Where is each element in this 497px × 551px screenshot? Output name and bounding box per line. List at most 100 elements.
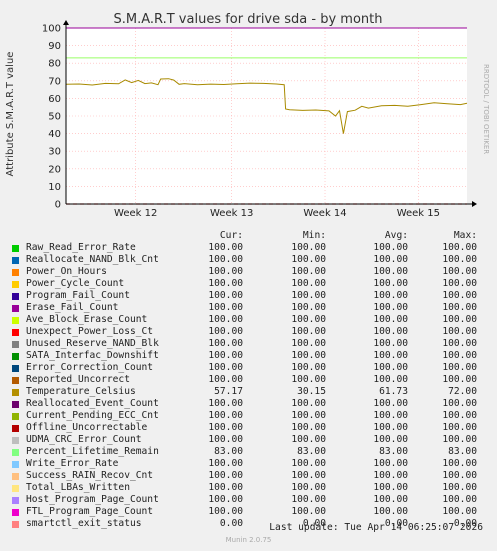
- x-tick-label: Week 12: [114, 208, 157, 219]
- legend-series-name: Current_Pending_ECC_Cnt: [26, 410, 159, 421]
- legend-avg: 100.00: [373, 506, 408, 517]
- legend-avg: 100.00: [373, 314, 408, 325]
- legend-swatch: [12, 269, 19, 276]
- legend-max: 100.00: [442, 314, 477, 325]
- legend-cur: 100.00: [208, 290, 243, 301]
- y-axis-arrow: [63, 20, 69, 25]
- x-tick-label: Week 14: [303, 208, 346, 219]
- legend-cur: 100.00: [208, 302, 243, 313]
- legend-avg: 100.00: [373, 278, 408, 289]
- legend-row: Error_Correction_Count 100.00 100.00 100.00…: [12, 362, 482, 374]
- legend-series-name: Write_Error_Rate: [26, 458, 119, 469]
- legend-series-name: Temperature_Celsius: [26, 386, 136, 397]
- legend-row: Erase_Fail_Count 100.00 100.00 100.00 100.00: [12, 302, 482, 314]
- legend-avg: 0.00: [384, 518, 408, 529]
- legend-row: Unused_Reserve_NAND_Blk 100.00 100.00 100.0…: [12, 338, 482, 350]
- legend-cur: 100.00: [208, 434, 243, 445]
- legend-max: 100.00: [442, 470, 477, 481]
- legend-row: Reallocated_Event_Count 100.00 100.00 100.0…: [12, 398, 482, 410]
- series-line-temperature-celsius: [65, 78, 468, 134]
- legend-cur: 57.17: [214, 386, 243, 397]
- legend-row: Ave_Block_Erase_Count 100.00 100.00 100.00 1…: [12, 314, 482, 326]
- legend-swatch: [12, 341, 19, 348]
- legend-row: SATA_Interfac_Downshift 100.00 100.00 100.0…: [12, 350, 482, 362]
- y-axis-label: Attribute S.M.A.R.T value: [5, 52, 16, 177]
- y-tick-label: 50: [48, 112, 61, 123]
- legend-cur: 0.00: [219, 518, 243, 529]
- legend-avg: 100.00: [373, 362, 408, 373]
- legend-swatch: [12, 377, 19, 384]
- legend-series-name: SATA_Interfac_Downshift: [26, 350, 159, 361]
- legend-min: 30.15: [297, 386, 326, 397]
- legend-min: 100.00: [291, 494, 326, 505]
- legend-avg: 100.00: [373, 242, 408, 253]
- legend-series-name: Reported_Uncorrect: [26, 374, 130, 385]
- legend-avg: 100.00: [373, 254, 408, 265]
- y-tick-label: 80: [48, 59, 61, 70]
- legend-row: Power_On_Hours 100.00 100.00 100.00 100.00: [12, 266, 482, 278]
- legend-row: Temperature_Celsius 57.17 30.15 61.73 72.00: [12, 386, 482, 398]
- legend-cur: 100.00: [208, 278, 243, 289]
- legend-swatch: [12, 509, 19, 516]
- chart-title: S.M.A.R.T values for drive sda - by mont…: [114, 12, 383, 27]
- legend-max: 72.00: [448, 386, 477, 397]
- legend-swatch: [12, 245, 19, 252]
- legend-series-name: FTL_Program_Page_Count: [26, 506, 154, 517]
- legend-row: Reallocate_NAND_Blk_Cnt 100.00 100.00 100.0…: [12, 254, 482, 266]
- legend-max: 83.00: [448, 446, 477, 457]
- legend-cur: 100.00: [208, 326, 243, 337]
- legend-max: 100.00: [442, 422, 477, 433]
- legend-swatch: [12, 413, 19, 420]
- legend-min: 100.00: [291, 278, 326, 289]
- legend-row: Success_RAIN_Recov_Cnt 100.00 100.00 100.00…: [12, 470, 482, 482]
- legend-max: 100.00: [442, 278, 477, 289]
- x-tick-label: Week 13: [210, 208, 253, 219]
- legend-series-name: smartctl_exit_status: [26, 518, 142, 529]
- legend-cur: 100.00: [208, 398, 243, 409]
- legend-min: 100.00: [291, 242, 326, 253]
- last-update: Last update: Tue Apr 14 06:25:07 2026: [269, 522, 483, 533]
- header-max: Max:: [453, 230, 477, 241]
- legend-avg: 100.00: [373, 326, 408, 337]
- footer-version: Munin 2.0.75: [225, 536, 272, 544]
- legend-swatch: [12, 365, 19, 372]
- legend-series-name: Program_Fail_Count: [26, 290, 130, 301]
- legend-cur: 100.00: [208, 314, 243, 325]
- legend-row: Offline_Uncorrectable 100.00 100.00 100.00 1…: [12, 422, 482, 434]
- legend-max: 100.00: [442, 242, 477, 253]
- legend-swatch: [12, 329, 19, 336]
- legend: Cur: Min: Avg: Max: Raw_Read_Error_Rate 1…: [12, 230, 482, 530]
- legend-swatch: [12, 437, 19, 444]
- legend-max: 0.00: [453, 518, 477, 529]
- legend-min: 83.00: [297, 446, 326, 457]
- legend-series-name: Ave_Block_Erase_Count: [26, 314, 148, 325]
- legend-cur: 100.00: [208, 254, 243, 265]
- x-axis-arrow: [472, 201, 477, 207]
- legend-min: 0.00: [302, 518, 326, 529]
- legend-cur: 100.00: [208, 494, 243, 505]
- legend-series-name: Percent_Lifetime_Remain: [26, 446, 159, 457]
- header-min: Min:: [302, 230, 326, 241]
- legend-cur: 100.00: [208, 374, 243, 385]
- legend-series-name: Success_RAIN_Recov_Cnt: [26, 470, 154, 481]
- legend-min: 100.00: [291, 422, 326, 433]
- legend-rows: Raw_Read_Error_Rate 100.00 100.00 100.00 100…: [12, 242, 482, 530]
- legend-avg: 100.00: [373, 398, 408, 409]
- legend-swatch: [12, 353, 19, 360]
- y-tick-label: 60: [48, 94, 61, 105]
- legend-cur: 83.00: [214, 446, 243, 457]
- legend-series-name: Offline_Uncorrectable: [26, 422, 148, 433]
- legend-series-name: Error_Correction_Count: [26, 362, 154, 373]
- legend-series-name: Total_LBAs_Written: [26, 482, 130, 493]
- legend-swatch: [12, 305, 19, 312]
- legend-min: 100.00: [291, 266, 326, 277]
- legend-cur: 100.00: [208, 470, 243, 481]
- legend-min: 100.00: [291, 470, 326, 481]
- legend-series-name: Reallocated_Event_Count: [26, 398, 159, 409]
- legend-swatch: [12, 449, 19, 456]
- legend-min: 100.00: [291, 326, 326, 337]
- legend-min: 100.00: [291, 302, 326, 313]
- legend-cur: 100.00: [208, 242, 243, 253]
- legend-min: 100.00: [291, 398, 326, 409]
- legend-series-name: Unused_Reserve_NAND_Blk: [26, 338, 159, 349]
